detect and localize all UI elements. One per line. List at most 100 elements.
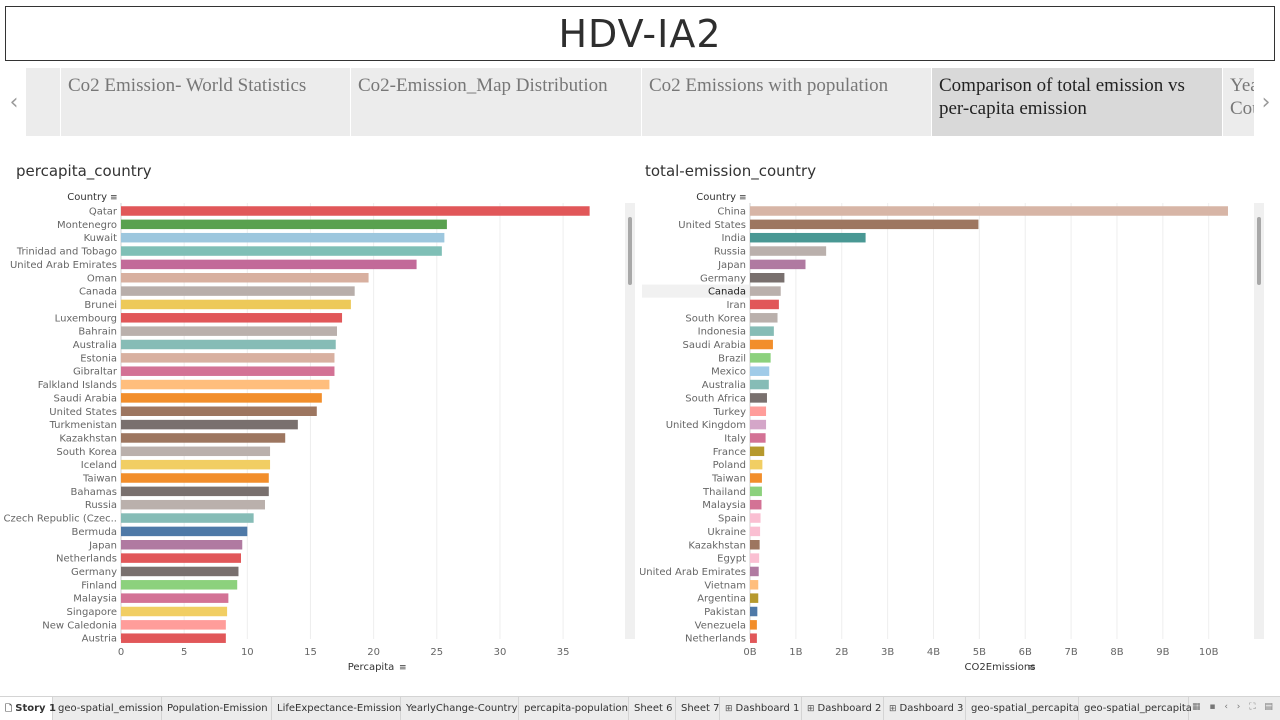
category-label[interactable]: Brunei (84, 300, 117, 311)
bar[interactable] (750, 553, 760, 563)
bar[interactable] (750, 313, 778, 323)
category-label[interactable]: Trinidad and Tobago (16, 247, 117, 258)
category-label[interactable]: United Arab Emirates (10, 260, 117, 271)
bar[interactable] (121, 419, 298, 430)
category-label[interactable]: United States (49, 407, 117, 418)
bar[interactable] (121, 339, 336, 350)
category-label[interactable]: Canada (708, 287, 746, 298)
category-label[interactable]: Kazakhstan (59, 433, 117, 444)
category-label[interactable]: Thailand (702, 487, 746, 498)
story-point-yearly-change[interactable]: Yearly Change Country (1222, 68, 1254, 136)
category-label[interactable]: Australia (73, 340, 117, 351)
bar[interactable] (121, 459, 271, 470)
story-point-comparison[interactable]: Comparison of total emission vs per-capi… (931, 68, 1222, 136)
bar[interactable] (750, 286, 781, 296)
category-label[interactable]: Iceland (81, 460, 117, 471)
bar[interactable] (121, 526, 248, 537)
category-label[interactable]: Montenegro (57, 220, 117, 231)
category-label[interactable]: Netherlands (56, 554, 117, 565)
sheet-tab[interactable]: percapita-population (519, 697, 629, 720)
bar[interactable] (121, 473, 269, 483)
scrollbar-track[interactable] (1254, 203, 1264, 639)
category-label[interactable]: Germany (71, 567, 117, 578)
bar[interactable] (121, 259, 417, 270)
category-label[interactable]: Pakistan (704, 607, 746, 618)
category-label[interactable]: United Arab Emirates (640, 567, 746, 578)
bar[interactable] (121, 232, 445, 243)
category-label[interactable]: Finland (81, 580, 117, 591)
bar[interactable] (121, 299, 351, 310)
sheet-tab[interactable]: ⊞ Dashboard 1 (720, 697, 802, 720)
bar[interactable] (750, 620, 757, 630)
category-label[interactable]: Iran (726, 300, 746, 311)
category-label[interactable]: United States (678, 220, 746, 231)
bar[interactable] (121, 366, 335, 376)
bar[interactable] (750, 540, 760, 550)
story-point-population[interactable]: Co2 Emissions with population (641, 68, 931, 136)
bar[interactable] (121, 393, 322, 403)
category-label[interactable]: South Korea (56, 447, 117, 458)
category-label[interactable]: South Korea (685, 313, 746, 324)
category-label[interactable]: China (717, 207, 746, 218)
bar[interactable] (121, 206, 590, 216)
bar[interactable] (750, 499, 762, 510)
sort-icon[interactable]: ≡ (1028, 663, 1036, 673)
bar[interactable] (750, 299, 779, 310)
view-controls-tray[interactable]: ▦ ▪ ‹ › ⛶ ▤ (1192, 702, 1276, 712)
category-label[interactable]: Venezuela (695, 620, 746, 631)
category-label[interactable]: Saudi Arabia (683, 340, 746, 351)
bar[interactable] (750, 339, 773, 350)
sort-icon[interactable]: ≡ (739, 193, 747, 203)
category-label[interactable]: Indonesia (698, 327, 746, 338)
bar[interactable] (750, 326, 774, 336)
category-label[interactable]: Egypt (717, 554, 746, 565)
category-label[interactable]: Germany (700, 273, 746, 284)
bar[interactable] (121, 326, 337, 336)
category-label[interactable]: Estonia (80, 353, 117, 364)
bar[interactable] (121, 433, 286, 443)
category-label[interactable]: United Kingdom (666, 420, 746, 431)
category-label[interactable]: Vietnam (704, 580, 746, 591)
bar[interactable] (121, 219, 447, 230)
bar[interactable] (121, 313, 343, 323)
category-label[interactable]: Mexico (711, 367, 746, 378)
category-label[interactable]: Russia (85, 500, 117, 511)
scrollbar-thumb[interactable] (1257, 217, 1261, 285)
category-label[interactable]: Ukraine (707, 527, 746, 538)
bar[interactable] (750, 232, 866, 243)
category-label[interactable]: India (721, 233, 746, 244)
bar[interactable] (750, 219, 979, 230)
story-point-world-statistics[interactable]: Co2 Emission- World Statistics (60, 68, 350, 136)
bar[interactable] (121, 286, 355, 296)
bar[interactable] (750, 486, 762, 497)
bar[interactable] (121, 446, 271, 457)
story-point-map-distribution[interactable]: Co2-Emission_Map Distribution (350, 68, 641, 136)
bar[interactable] (121, 553, 241, 563)
sheet-tab[interactable]: geo-spatial_percapita (1079, 697, 1192, 720)
bar[interactable] (750, 353, 771, 363)
sort-icon[interactable]: ≡ (399, 663, 407, 673)
sheet-tab[interactable]: Sheet 6 (629, 697, 676, 720)
bar[interactable] (121, 566, 239, 577)
category-label[interactable]: Italy (724, 433, 746, 444)
bar[interactable] (750, 259, 806, 270)
category-label[interactable]: Taiwan (82, 474, 117, 485)
bar[interactable] (750, 393, 767, 403)
scrollbar-thumb[interactable] (628, 217, 632, 285)
bar[interactable] (750, 633, 757, 643)
category-label[interactable]: Oman (87, 273, 117, 284)
sheet-tab[interactable]: Sheet 7 (676, 697, 720, 720)
category-label[interactable]: Saudi Arabia (54, 393, 117, 404)
bar[interactable] (121, 580, 238, 590)
bar[interactable] (121, 273, 369, 283)
sheet-tab[interactable]: geo-spatial_emission (53, 697, 163, 720)
bar[interactable] (750, 473, 762, 483)
category-label[interactable]: Austria (82, 634, 117, 645)
bar[interactable] (750, 366, 770, 376)
category-label[interactable]: Falkland Islands (38, 380, 117, 391)
bar[interactable] (121, 633, 226, 643)
bar[interactable] (121, 513, 254, 523)
sort-icon[interactable]: ≡ (110, 193, 118, 203)
bar[interactable] (750, 580, 759, 590)
category-label[interactable]: Spain (718, 514, 746, 525)
